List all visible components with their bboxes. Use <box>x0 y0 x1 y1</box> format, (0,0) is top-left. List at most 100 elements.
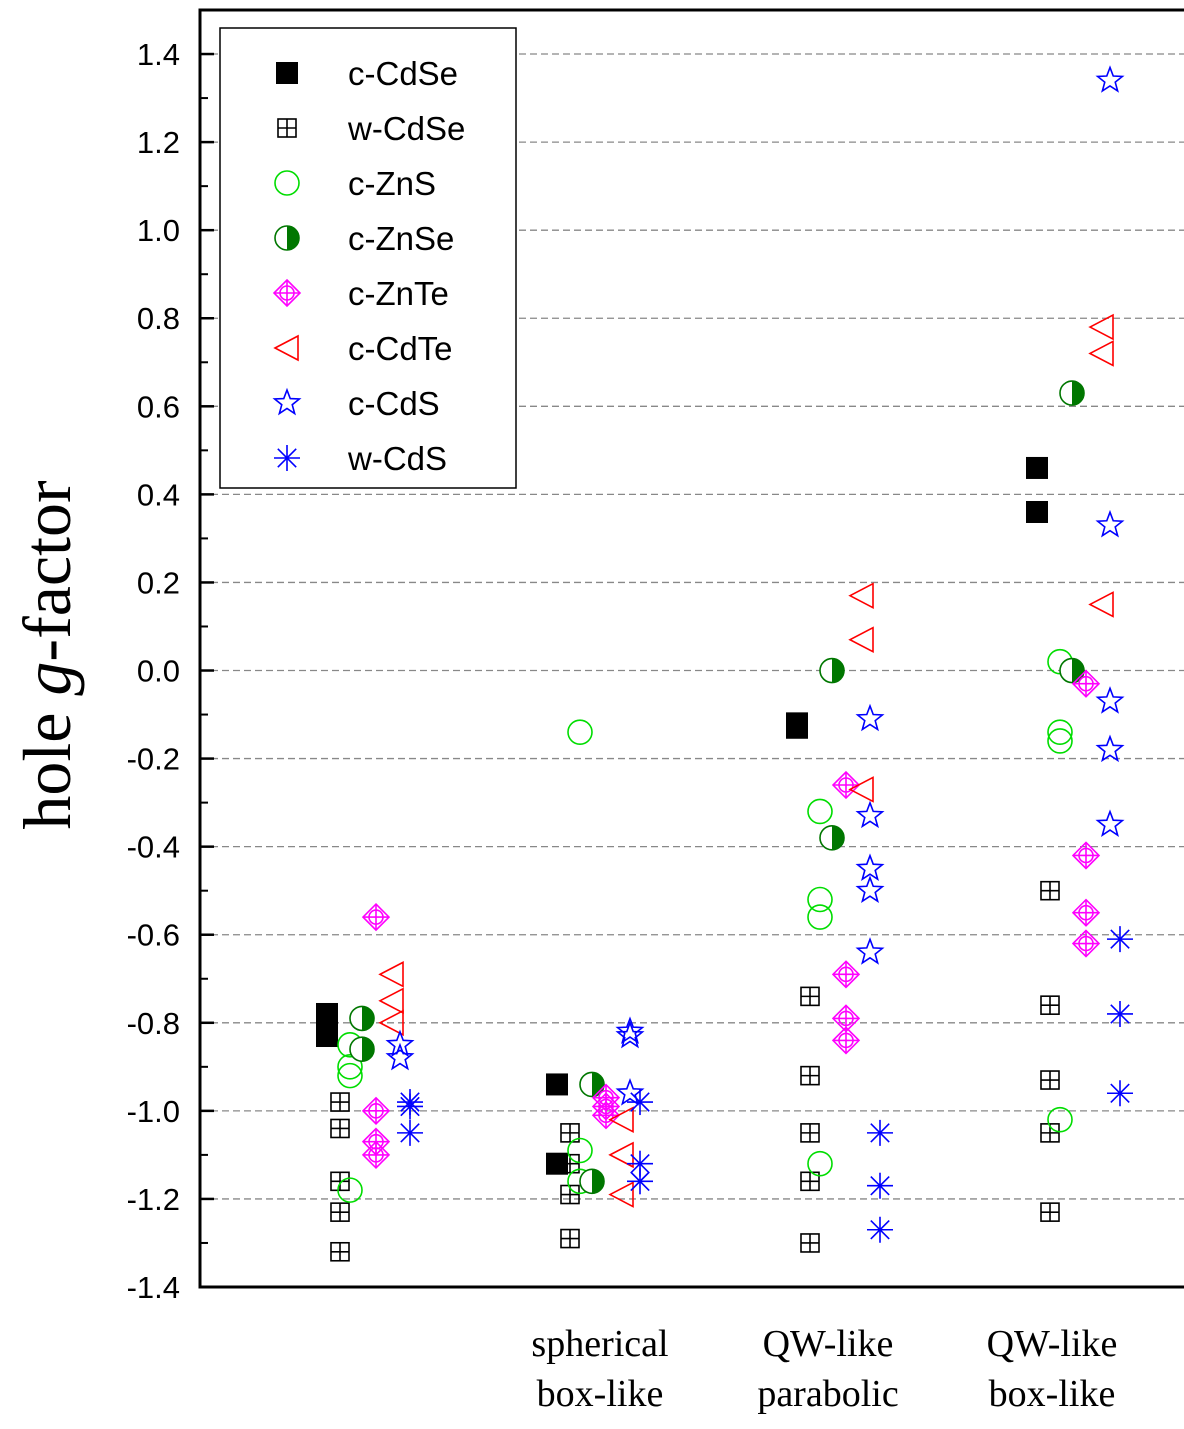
legend-marker <box>272 387 302 416</box>
diamond-mark <box>1071 898 1101 927</box>
star-mark <box>1095 65 1125 93</box>
data-point-c-ZnS <box>807 904 833 930</box>
data-point-w-CdS <box>1107 926 1133 953</box>
star-mark <box>1095 509 1125 538</box>
legend-marker <box>274 170 300 196</box>
star-mark <box>855 875 885 904</box>
triangle-mark <box>608 1141 634 1169</box>
y-tick-label: 1.2 <box>137 125 180 160</box>
half-fill <box>1072 381 1084 406</box>
triangle-mark <box>608 1106 634 1133</box>
y-tick-label: -0.8 <box>127 1006 180 1041</box>
triangle-mark <box>1088 591 1114 618</box>
data-point-c-ZnSe <box>349 1036 375 1063</box>
data-point-c-ZnTe <box>1071 898 1101 927</box>
data-point-c-ZnS <box>337 1054 363 1080</box>
legend-label: c-CdTe <box>348 330 453 367</box>
data-point-c-CdSe <box>546 1152 568 1175</box>
circle-mark <box>1047 1106 1073 1133</box>
diamond-mark <box>831 770 861 800</box>
square-mark <box>1026 500 1048 523</box>
data-point-c-CdS <box>855 937 885 965</box>
data-point-c-ZnSe <box>819 825 845 851</box>
data-point-c-ZnTe <box>591 1101 621 1130</box>
data-point-c-ZnTe <box>831 770 861 800</box>
triangle-mark <box>378 987 404 1015</box>
data-point-w-CdSe <box>800 986 820 1007</box>
half-fill <box>832 658 844 683</box>
y-tick-label: 0.2 <box>137 565 180 600</box>
data-point-c-ZnTe <box>361 1140 391 1170</box>
data-point-w-CdSe <box>800 1171 820 1192</box>
data-point-c-ZnSe <box>579 1168 605 1195</box>
data-point-c-CdSe <box>316 1025 338 1048</box>
y-tick-label: 0.0 <box>137 654 180 689</box>
data-point-c-CdS <box>615 1016 645 1044</box>
legend-marker <box>274 445 300 471</box>
category-label: box-like <box>989 1373 1116 1415</box>
star-mark <box>855 800 885 829</box>
star-mark <box>615 1020 645 1049</box>
legend-label: c-ZnSe <box>348 220 454 257</box>
legend-marker <box>277 118 297 138</box>
data-point-c-CdTe <box>1088 340 1114 367</box>
square-mark <box>786 716 808 739</box>
star-mark <box>1095 809 1125 837</box>
half-fill <box>287 226 299 250</box>
data-point-w-CdSe <box>330 1118 350 1139</box>
data-point-w-CdS <box>867 1119 893 1146</box>
y-axis-label-italic: g <box>9 662 85 696</box>
circle-mark <box>274 170 300 196</box>
data-point-c-CdS <box>1095 509 1125 538</box>
data-point-c-CdS <box>855 800 885 829</box>
star-mark <box>1095 686 1125 714</box>
data-point-c-ZnS <box>567 1137 593 1164</box>
star-mark <box>855 703 885 732</box>
category-label: spherical <box>531 1323 668 1365</box>
triangle-mark <box>848 626 874 654</box>
diamond-mark <box>591 1101 621 1130</box>
square-mark <box>316 1025 338 1048</box>
data-point-c-CdTe <box>848 626 874 654</box>
triangle-mark <box>378 1009 404 1037</box>
data-point-w-CdS <box>1107 1000 1133 1027</box>
circle-mark <box>337 1054 363 1080</box>
data-point-c-CdTe <box>1088 591 1114 618</box>
data-point-c-ZnTe <box>361 902 391 932</box>
category-label: QW-like <box>763 1323 894 1365</box>
triangle-mark <box>1088 340 1114 367</box>
data-point-w-CdS <box>867 1216 893 1243</box>
star-mark <box>855 853 885 882</box>
square-mark <box>276 62 298 84</box>
circle-mark <box>807 1150 833 1177</box>
triangle-mark <box>1088 313 1114 341</box>
category-label: QW-like <box>987 1323 1118 1365</box>
data-point-w-CdSe <box>330 1202 350 1222</box>
data-point-c-CdTe <box>378 1009 404 1037</box>
star-mark <box>385 1042 415 1071</box>
star-mark <box>272 387 302 416</box>
circle-mark <box>807 886 833 913</box>
y-axis-label: hole g-factor <box>9 480 85 830</box>
y-axis-label-prefix: hole <box>9 696 85 830</box>
data-point-w-CdSe <box>330 1171 350 1192</box>
data-point-c-ZnTe <box>1071 669 1101 698</box>
star-mark <box>615 1016 645 1044</box>
data-point-w-CdS <box>397 1093 423 1120</box>
asterisk-stroke <box>277 448 297 468</box>
category-labels: spherical box-like QW-like parabolic QW-like… <box>531 1323 1117 1415</box>
triangle-mark <box>848 776 874 803</box>
y-tick-label: 0.6 <box>137 389 180 424</box>
data-point-w-CdS <box>627 1089 653 1116</box>
data-point-c-ZnTe <box>361 1096 391 1125</box>
data-point-w-CdSe <box>330 1092 350 1112</box>
data-point-c-CdTe <box>608 1141 634 1169</box>
y-tick-label: 1.4 <box>137 37 180 72</box>
diamond-mark <box>361 1140 391 1170</box>
legend-label: w-CdS <box>347 440 447 477</box>
data-point-c-ZnS <box>337 1177 363 1203</box>
data-point-c-CdTe <box>848 582 874 609</box>
legend-label: c-CdSe <box>348 55 458 92</box>
square-mark <box>546 1152 568 1175</box>
